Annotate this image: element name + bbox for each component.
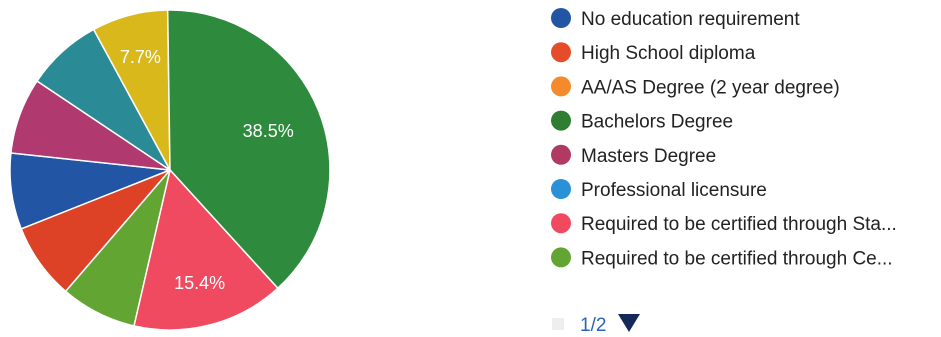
pie-slice-labels: 7.7% 38.5% 15.4%	[120, 47, 294, 293]
pie-slice-label: 38.5%	[243, 121, 294, 141]
pie-slice	[133, 168, 279, 331]
legend-item[interactable]: High School diploma	[551, 42, 756, 64]
legend-swatch	[551, 247, 571, 268]
legend-label: AA/AS Degree (2 year degree)	[581, 77, 840, 98]
legend-pager: 1/2	[552, 314, 640, 336]
pie-slice	[20, 169, 171, 293]
legend-item[interactable]: Professional licensure	[551, 179, 767, 201]
legend-swatch	[551, 76, 571, 97]
legend-swatch	[551, 144, 571, 165]
pager-next-arrow-icon[interactable]	[618, 314, 640, 332]
legend-swatch	[551, 110, 571, 131]
legend-item[interactable]: No education requirement	[551, 8, 800, 30]
legend-label: Professional licensure	[581, 180, 767, 201]
legend-label: No education requirement	[581, 9, 800, 30]
legend-item[interactable]: Required to be certified through Ce...	[551, 247, 893, 269]
legend-label: Required to be certified through Ce...	[581, 248, 893, 269]
legend-item[interactable]: AA/AS Degree (2 year degree)	[551, 76, 840, 98]
legend-swatch	[551, 42, 571, 63]
legend-swatch	[551, 179, 571, 199]
pie-slices	[9, 9, 331, 331]
legend-label: Required to be certified through Sta...	[581, 214, 897, 235]
legend-item[interactable]: Required to be certified through Sta...	[551, 213, 897, 235]
pie-slice-label: 15.4%	[174, 273, 225, 293]
legend-swatch	[551, 8, 571, 28]
legend-label: High School diploma	[581, 43, 756, 64]
legend-label: Masters Degree	[581, 146, 716, 167]
pie-slice	[166, 9, 331, 290]
pager-text: 1/2	[580, 315, 606, 336]
legend-swatch	[551, 213, 571, 234]
legend-item[interactable]: Masters Degree	[551, 144, 716, 167]
legend: No education requirement High School dipl…	[551, 8, 897, 269]
pie-slice-label: 7.7%	[120, 47, 161, 67]
legend-item[interactable]: Bachelors Degree	[551, 110, 733, 133]
pager-checkbox	[552, 318, 564, 330]
legend-label: Bachelors Degree	[581, 112, 733, 133]
